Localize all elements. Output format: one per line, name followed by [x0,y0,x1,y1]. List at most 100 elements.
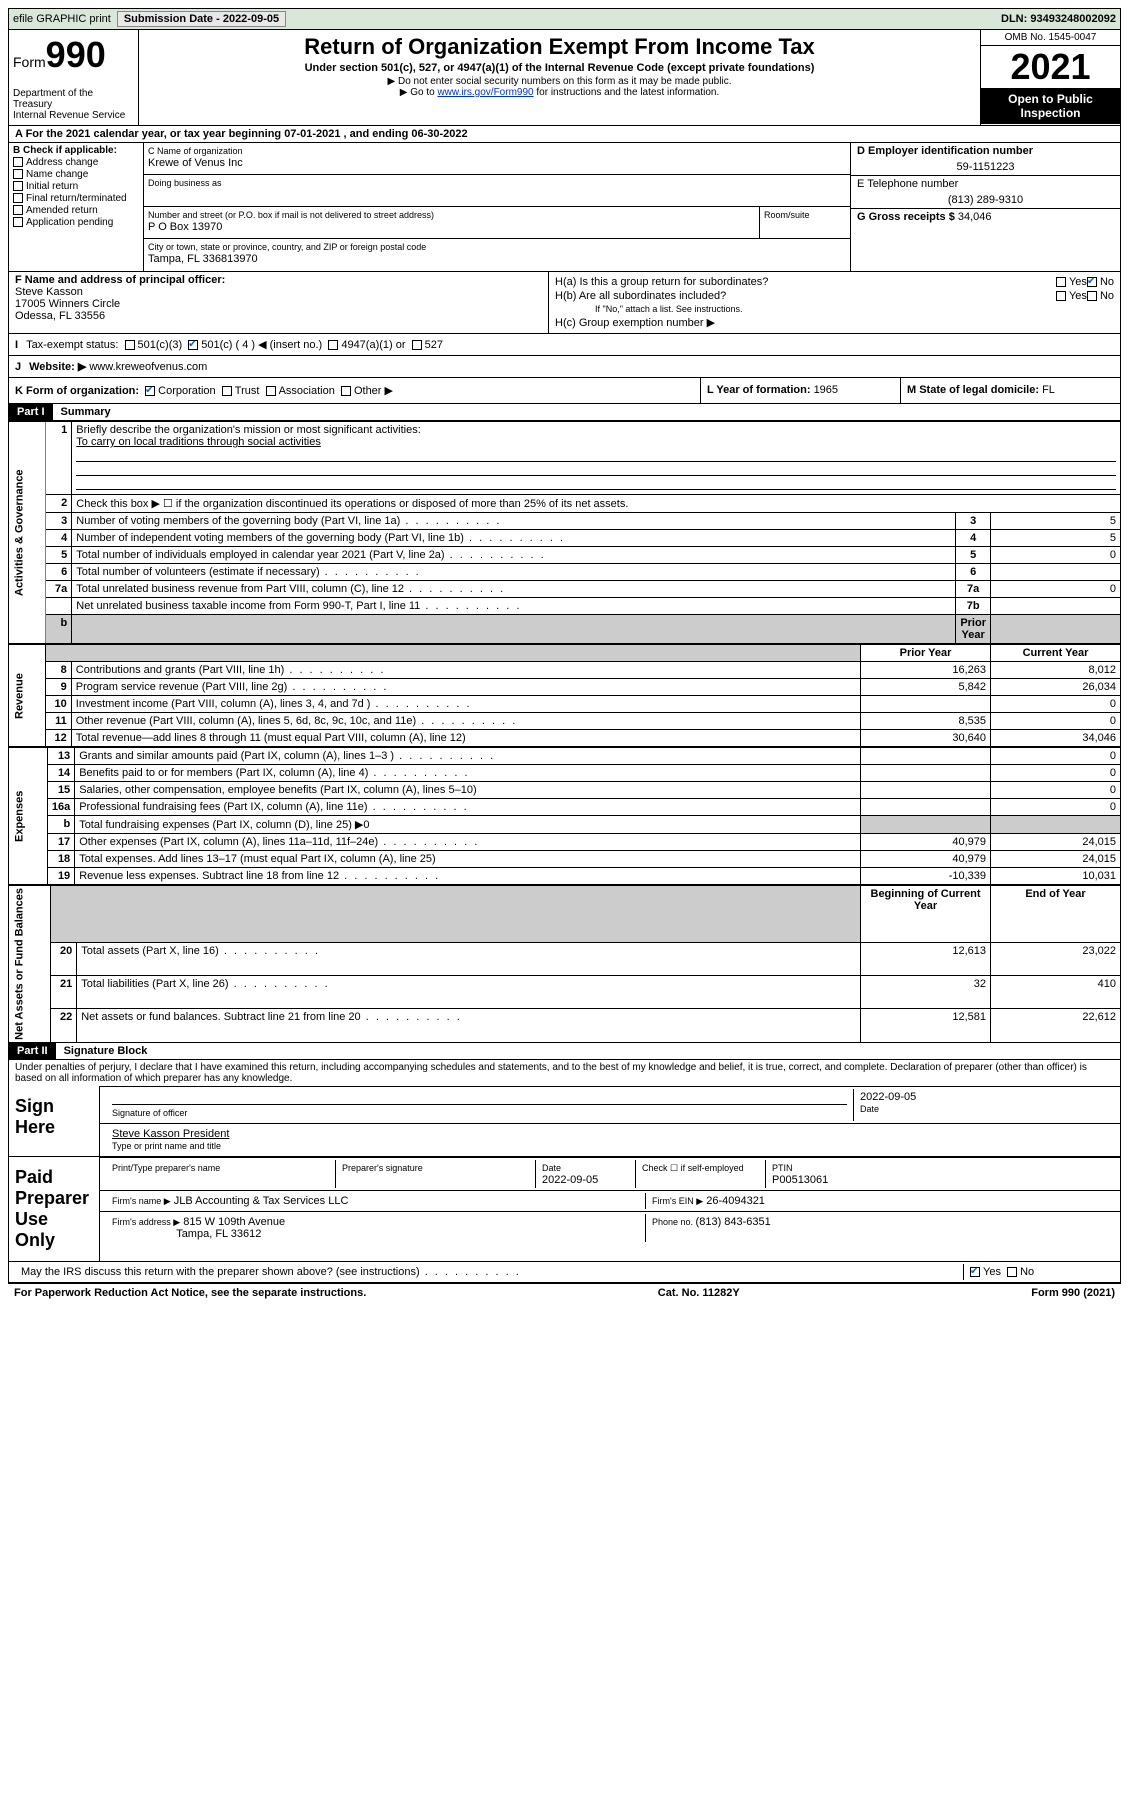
prep-name-label: Print/Type preparer's name [112,1163,220,1173]
firm-name-label: Firm's name ▶ [112,1196,171,1206]
year-formation-label: L Year of formation: [707,384,814,396]
chk-trust[interactable] [222,386,232,396]
form-org-label: K Form of organization: [15,385,139,397]
discuss-no[interactable] [1007,1267,1017,1277]
hb-no[interactable] [1087,291,1097,301]
department-label: Department of the Treasury Internal Reve… [13,88,134,121]
page-footer: For Paperwork Reduction Act Notice, see … [8,1283,1121,1302]
part1-table: Activities & Governance 1 Briefly descri… [8,421,1121,644]
sig-date: 2022-09-05 [860,1091,916,1103]
expenses-table: Expenses 13Grants and similar amounts pa… [8,747,1121,885]
gross-receipts-label: G Gross receipts $ [857,211,958,223]
form-header: Form990 Department of the Treasury Inter… [8,30,1121,126]
part1-title: Summary [53,404,119,420]
website-value: www.kreweofvenus.com [89,361,207,373]
tab-governance: Activities & Governance [9,422,46,644]
ha-yes[interactable] [1056,277,1066,287]
prep-sig-label: Preparer's signature [342,1163,423,1173]
ptin-label: PTIN [772,1163,793,1173]
chk-corporation[interactable] [145,386,155,396]
officer-addr1: 17005 Winners Circle [15,298,120,310]
efile-label: efile GRAPHIC print [13,13,111,25]
part2-header: Part II [9,1043,56,1059]
form-number: Form990 [13,34,134,76]
officer-addr2: Odessa, FL 33556 [15,310,105,322]
chk-501c3[interactable] [125,340,135,350]
chk-final-return[interactable]: Final return/terminated [13,193,139,204]
ein-value: 59-1151223 [857,157,1114,173]
discuss-yes[interactable] [970,1267,980,1277]
hb-label: H(b) Are all subordinates included? [555,290,1056,302]
col-b-checkboxes: B Check if applicable: Address change Na… [9,143,144,271]
part1-header: Part I [9,404,53,420]
phone-label: E Telephone number [857,178,958,190]
prep-date: 2022-09-05 [542,1174,598,1186]
declaration-text: Under penalties of perjury, I declare th… [9,1060,1120,1086]
officer-label: F Name and address of principal officer: [15,274,225,286]
hb-note: If "No," attach a list. See instructions… [555,304,1114,314]
address-label: Number and street (or P.O. box if mail i… [148,210,434,220]
chk-other[interactable] [341,386,351,396]
tax-year: 2021 [981,46,1120,88]
signature-block: Under penalties of perjury, I declare th… [8,1060,1121,1283]
footer-right: Form 990 (2021) [1031,1287,1115,1299]
footer-left: For Paperwork Reduction Act Notice, see … [14,1287,366,1299]
chk-4947[interactable] [328,340,338,350]
hc-label: H(c) Group exemption number ▶ [555,316,1114,329]
submission-date-button[interactable]: Submission Date - 2022-09-05 [117,11,286,27]
phone-value: (813) 289-9310 [857,190,1114,206]
prep-check-label: Check ☐ if self-employed [642,1163,744,1173]
l1-label: Briefly describe the organization's miss… [76,424,420,436]
city-label: City or town, state or province, country… [148,242,426,252]
public-inspection-badge: Open to Public Inspection [981,88,1120,124]
firm-name: JLB Accounting & Tax Services LLC [174,1195,349,1207]
instruction-1: ▶ Do not enter social security numbers o… [147,76,972,87]
form-title: Return of Organization Exempt From Incom… [147,34,972,60]
paid-preparer-label: Paid Preparer Use Only [9,1157,99,1261]
officer-name: Steve Kasson [15,286,83,298]
top-bar: efile GRAPHIC print Submission Date - 20… [8,8,1121,30]
ein-label: D Employer identification number [857,145,1033,157]
chk-association[interactable] [266,386,276,396]
org-name-label: C Name of organization [148,146,243,156]
ptin-value: P00513061 [772,1174,828,1186]
revenue-table: Revenue Prior Year Current Year 8Contrib… [8,644,1121,747]
form990-link[interactable]: www.irs.gov/Form990 [437,87,533,98]
form-subtitle: Under section 501(c), 527, or 4947(a)(1)… [147,62,972,74]
firm-addr-label: Firm's address ▶ [112,1217,180,1227]
dba-label: Doing business as [148,178,222,188]
tax-year-line: A For the 2021 calendar year, or tax yea… [9,126,1120,143]
room-label: Room/suite [764,210,810,220]
chk-initial-return[interactable]: Initial return [13,181,139,192]
firm-addr1: 815 W 109th Avenue [183,1216,285,1228]
city-value: Tampa, FL 336813970 [148,253,258,265]
sign-here-label: Sign Here [9,1086,99,1156]
chk-address-change[interactable]: Address change [13,157,139,168]
firm-addr2: Tampa, FL 33612 [176,1228,261,1240]
tab-net-assets: Net Assets or Fund Balances [9,886,51,1043]
tab-revenue: Revenue [9,645,46,747]
chk-name-change[interactable]: Name change [13,169,139,180]
section-a: A For the 2021 calendar year, or tax yea… [8,126,1121,404]
org-name: Krewe of Venus Inc [148,157,243,169]
discuss-question: May the IRS discuss this return with the… [15,1264,964,1280]
firm-ein-label: Firm's EIN ▶ [652,1196,703,1206]
chk-501c[interactable] [188,340,198,350]
prep-date-label: Date [542,1163,561,1173]
firm-phone: (813) 843-6351 [696,1216,771,1228]
instruction-2: ▶ Go to www.irs.gov/Form990 for instruct… [147,87,972,98]
ha-no[interactable] [1087,277,1097,287]
sig-name: Steve Kasson President [112,1128,229,1140]
footer-mid: Cat. No. 11282Y [658,1287,740,1299]
tax-exempt-label: Tax-exempt status: [26,339,118,351]
gross-receipts-value: 34,046 [958,211,992,223]
chk-amended-return[interactable]: Amended return [13,205,139,216]
firm-phone-label: Phone no. [652,1217,696,1227]
state-domicile-value: FL [1042,384,1055,396]
chk-application-pending[interactable]: Application pending [13,217,139,228]
dln-label: DLN: 93493248002092 [1001,13,1116,25]
chk-527[interactable] [412,340,422,350]
ha-label: H(a) Is this a group return for subordin… [555,276,1056,288]
tab-expenses: Expenses [9,748,48,885]
hb-yes[interactable] [1056,291,1066,301]
